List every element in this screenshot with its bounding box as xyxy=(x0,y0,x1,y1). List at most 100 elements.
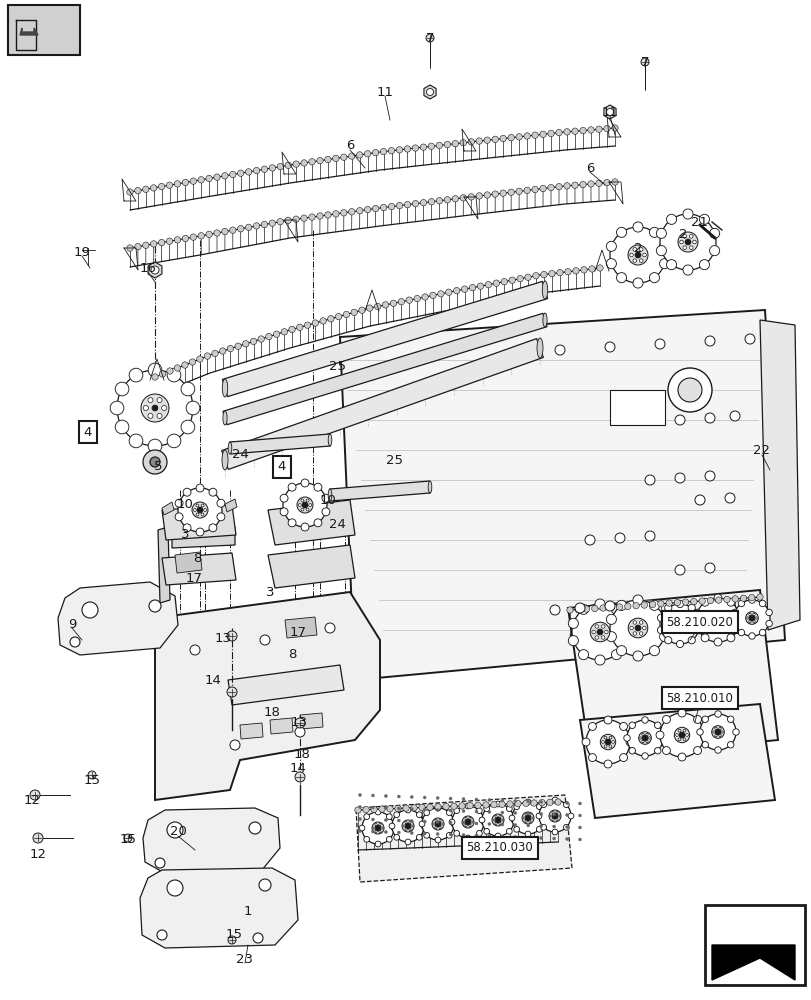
Circle shape xyxy=(565,813,568,816)
Circle shape xyxy=(586,720,629,764)
Circle shape xyxy=(595,126,602,132)
Circle shape xyxy=(82,602,98,618)
Circle shape xyxy=(712,731,714,733)
Circle shape xyxy=(419,144,426,150)
Circle shape xyxy=(308,214,315,220)
Circle shape xyxy=(677,738,680,741)
Circle shape xyxy=(752,613,754,616)
Circle shape xyxy=(633,222,642,232)
Circle shape xyxy=(405,822,406,824)
Circle shape xyxy=(603,760,611,768)
Circle shape xyxy=(733,600,769,636)
Circle shape xyxy=(152,405,158,411)
Circle shape xyxy=(461,797,465,800)
Circle shape xyxy=(684,239,690,245)
Circle shape xyxy=(453,830,459,836)
Circle shape xyxy=(508,134,513,141)
Circle shape xyxy=(298,504,301,506)
Circle shape xyxy=(442,803,448,810)
Circle shape xyxy=(528,814,530,816)
Text: 6: 6 xyxy=(345,139,354,152)
Circle shape xyxy=(633,595,642,605)
Circle shape xyxy=(465,835,470,841)
Circle shape xyxy=(469,284,475,291)
Circle shape xyxy=(606,632,616,642)
Text: 15: 15 xyxy=(119,833,136,846)
Text: 9: 9 xyxy=(68,618,76,632)
Circle shape xyxy=(460,140,466,146)
Circle shape xyxy=(513,835,516,838)
Circle shape xyxy=(166,238,173,244)
Circle shape xyxy=(731,620,737,627)
Circle shape xyxy=(606,109,613,116)
Polygon shape xyxy=(223,313,547,425)
Text: 7: 7 xyxy=(640,56,649,69)
Circle shape xyxy=(673,599,680,606)
Circle shape xyxy=(450,803,457,809)
Circle shape xyxy=(477,283,483,289)
Circle shape xyxy=(521,812,534,824)
Circle shape xyxy=(396,202,402,209)
Circle shape xyxy=(714,711,720,717)
Circle shape xyxy=(634,252,640,258)
Polygon shape xyxy=(299,713,323,729)
Circle shape xyxy=(388,823,394,829)
Text: 22: 22 xyxy=(753,444,770,456)
Circle shape xyxy=(135,187,141,194)
Circle shape xyxy=(629,253,633,257)
Circle shape xyxy=(554,799,560,805)
Text: 18: 18 xyxy=(294,748,310,762)
Circle shape xyxy=(322,508,329,516)
Circle shape xyxy=(515,134,521,140)
Circle shape xyxy=(392,810,423,842)
Circle shape xyxy=(228,936,236,944)
Text: 18: 18 xyxy=(264,706,280,718)
Circle shape xyxy=(693,715,701,723)
Circle shape xyxy=(485,281,491,288)
Circle shape xyxy=(273,331,280,337)
Circle shape xyxy=(526,812,529,815)
Circle shape xyxy=(765,609,771,616)
Polygon shape xyxy=(240,723,263,739)
Polygon shape xyxy=(162,553,236,585)
Circle shape xyxy=(530,817,532,819)
Circle shape xyxy=(611,650,620,660)
Circle shape xyxy=(427,804,433,810)
Circle shape xyxy=(410,825,413,827)
Circle shape xyxy=(500,190,506,196)
Circle shape xyxy=(280,494,288,502)
Circle shape xyxy=(371,806,374,809)
Circle shape xyxy=(429,292,436,299)
Circle shape xyxy=(204,509,206,511)
Circle shape xyxy=(159,371,165,377)
Circle shape xyxy=(710,612,725,628)
Circle shape xyxy=(259,879,271,891)
Circle shape xyxy=(599,605,606,611)
Circle shape xyxy=(436,808,439,811)
Text: 19: 19 xyxy=(74,245,90,258)
Circle shape xyxy=(594,625,598,628)
Circle shape xyxy=(702,741,708,748)
Circle shape xyxy=(127,245,133,251)
Circle shape xyxy=(514,800,521,807)
Circle shape xyxy=(748,597,754,603)
Circle shape xyxy=(662,747,670,755)
Circle shape xyxy=(616,604,622,610)
Circle shape xyxy=(539,800,542,803)
Circle shape xyxy=(221,228,228,235)
Circle shape xyxy=(693,609,700,617)
Circle shape xyxy=(426,34,433,42)
Circle shape xyxy=(495,822,496,824)
Polygon shape xyxy=(329,481,430,501)
Circle shape xyxy=(314,483,321,491)
Circle shape xyxy=(525,815,530,821)
Circle shape xyxy=(619,722,627,730)
Circle shape xyxy=(393,812,399,818)
Circle shape xyxy=(468,824,470,826)
Circle shape xyxy=(626,720,663,756)
Circle shape xyxy=(655,246,666,256)
Circle shape xyxy=(227,687,237,697)
Circle shape xyxy=(627,245,647,265)
Text: 58.210.020: 58.210.020 xyxy=(666,615,732,628)
Circle shape xyxy=(181,420,195,434)
